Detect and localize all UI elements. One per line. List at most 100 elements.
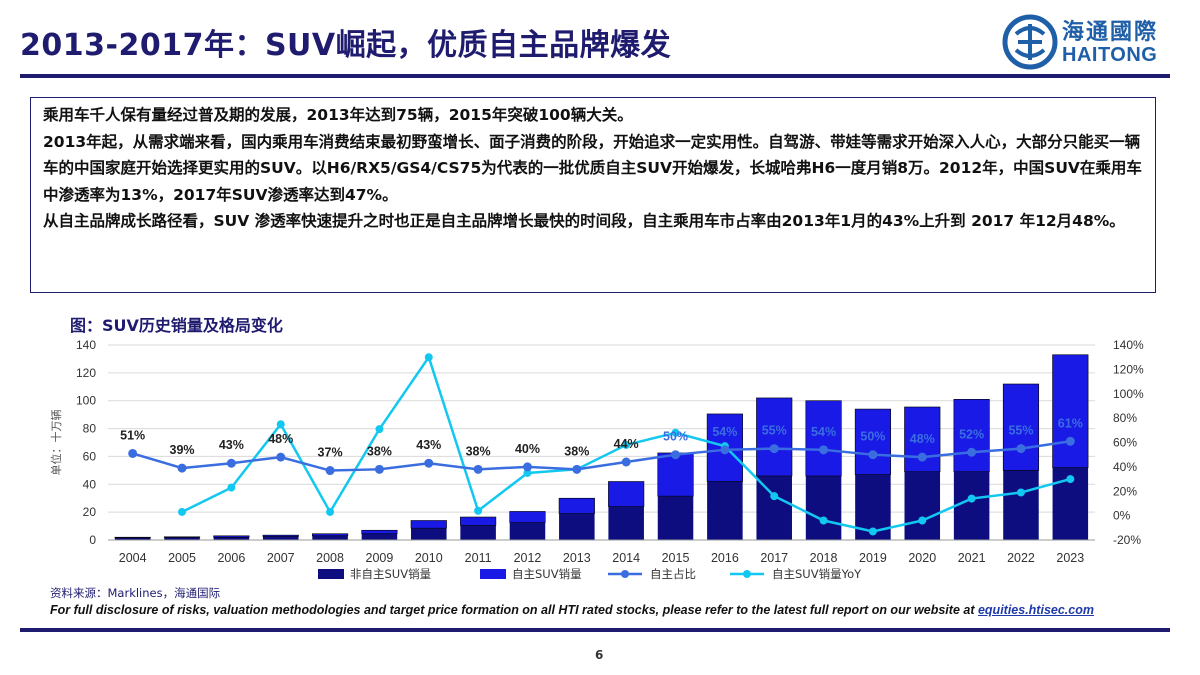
haitong-logo: 海通國際 HAITONG: [1000, 12, 1180, 72]
y2-tick-label: 120%: [1113, 362, 1144, 376]
share-data-label: 37%: [318, 446, 343, 460]
logo-chinese-name: 海通國際: [1062, 20, 1159, 45]
y2-tick-label: 0%: [1113, 509, 1131, 523]
x-tick-label: 2007: [267, 551, 295, 565]
own-share-point: [917, 452, 927, 462]
yoy-point: [178, 507, 187, 516]
bar-own-brand: [312, 533, 349, 537]
own-share-point: [720, 445, 730, 455]
share-data-label: 44%: [614, 437, 639, 451]
bar-non-own-brand: [1003, 470, 1039, 540]
share-data-label: 51%: [120, 428, 145, 442]
share-data-label: 61%: [1058, 416, 1083, 430]
figure-title: 图：SUV历史销量及格局变化: [70, 316, 283, 335]
own-share-point: [325, 466, 335, 476]
bar-own-brand: [410, 520, 447, 529]
bar-own-brand: [114, 536, 151, 539]
own-share-point: [424, 458, 434, 468]
summary-paragraph-1: 乘用车千人保有量经过普及期的发展，2013年达到75辆，2015年突破100辆大…: [43, 106, 633, 124]
y-tick-label: 0: [89, 533, 96, 547]
share-data-label: 38%: [564, 444, 589, 458]
bar-non-own-brand: [361, 533, 398, 540]
bar-own-brand: [657, 452, 694, 497]
bar-own-brand: [805, 400, 842, 477]
x-tick-label: 2009: [366, 551, 394, 565]
bar-non-own-brand: [312, 535, 348, 540]
bar-own-brand: [213, 535, 250, 538]
y-tick-label: 40: [83, 477, 97, 491]
legend-marker: [621, 570, 629, 578]
y-tick-label: 100: [76, 394, 96, 408]
bar-own-brand: [460, 516, 497, 526]
summary-paragraph-3: 从自主品牌成长路径看，SUV 渗透率快速提升之时也正是自主品牌增长最快的时间段，…: [43, 212, 1125, 230]
share-data-label: 52%: [959, 427, 984, 441]
own-share-point: [177, 463, 187, 473]
data-source: 资料来源：Marklines，海通国际: [50, 586, 221, 600]
share-data-label: 54%: [712, 425, 737, 439]
title-divider: [20, 74, 1170, 78]
own-share-point: [819, 445, 829, 455]
x-tick-label: 2005: [168, 551, 196, 565]
footer-divider: [20, 628, 1170, 632]
yoy-point: [227, 483, 236, 492]
y-axis-label: 单位：十万辆: [49, 410, 63, 476]
share-data-label: 48%: [268, 432, 293, 446]
bar-non-own-brand: [213, 537, 250, 540]
yoy-point: [326, 507, 335, 516]
own-share-point: [276, 452, 286, 462]
bar-own-brand: [953, 399, 990, 473]
legend-swatch: [318, 569, 344, 579]
y-tick-label: 20: [83, 505, 97, 519]
disclosure-body: For full disclosure of risks, valuation …: [50, 603, 978, 617]
own-share-point: [128, 448, 138, 458]
share-data-label: 48%: [910, 432, 935, 446]
own-share-point: [967, 447, 977, 457]
own-share-point: [1065, 436, 1075, 446]
bar-non-own-brand: [262, 536, 299, 540]
yoy-point: [375, 425, 384, 434]
yoy-point: [868, 527, 877, 536]
share-data-label: 43%: [219, 438, 244, 452]
bar-own-brand: [608, 481, 645, 507]
x-tick-label: 2020: [908, 551, 936, 565]
x-tick-label: 2022: [1007, 551, 1035, 565]
bar-own-brand: [854, 408, 891, 475]
yoy-point: [276, 420, 285, 429]
own-share-point: [868, 450, 878, 460]
y2-tick-label: 60%: [1113, 436, 1137, 450]
bar-non-own-brand: [805, 475, 842, 540]
x-tick-label: 2023: [1056, 551, 1084, 565]
own-share-point: [226, 458, 236, 468]
x-tick-label: 2018: [810, 551, 838, 565]
y2-tick-label: 140%: [1113, 338, 1144, 352]
own-share-point: [1016, 444, 1026, 454]
summary-paragraph-2: 2013年起，从需求端来看，国内乘用车消费结束最初野蛮增长、面子消费的阶段，开始…: [43, 132, 1142, 204]
bar-non-own-brand: [756, 475, 792, 540]
suv-sales-chart: 0 20 40 60 80 100 120 140 -20% 0% 20% 40% 60% 80% 100%…: [49, 338, 1144, 581]
y2-tick-label: -20%: [1113, 533, 1141, 547]
share-data-label: 39%: [170, 443, 195, 457]
bar-non-own-brand: [657, 496, 694, 540]
x-tick-label: 2021: [958, 551, 986, 565]
share-data-label: 50%: [663, 430, 688, 444]
disclosure-link[interactable]: equities.htisec.com: [977, 603, 1094, 617]
x-tick-label: 2004: [119, 551, 147, 565]
bar-non-own-brand: [509, 522, 546, 540]
own-share-point: [671, 450, 681, 460]
bar-non-own-brand: [460, 525, 496, 540]
own-share-point: [621, 457, 631, 467]
bar-non-own-brand: [559, 513, 595, 540]
legend-label: 自主占比: [650, 567, 696, 581]
yoy-point: [424, 353, 433, 362]
share-data-label: 38%: [466, 444, 491, 458]
bar-non-own-brand: [114, 537, 151, 540]
yoy-point: [1066, 475, 1075, 484]
x-tick-label: 2012: [514, 551, 542, 565]
bar-non-own-brand: [411, 528, 447, 540]
share-data-label: 55%: [762, 424, 787, 438]
x-tick-label: 2011: [465, 551, 492, 565]
haitong-logo-icon: [1002, 14, 1058, 70]
own-share-point: [769, 444, 779, 454]
x-tick-label: 2016: [711, 551, 739, 565]
y-tick-label: 80: [83, 422, 97, 436]
